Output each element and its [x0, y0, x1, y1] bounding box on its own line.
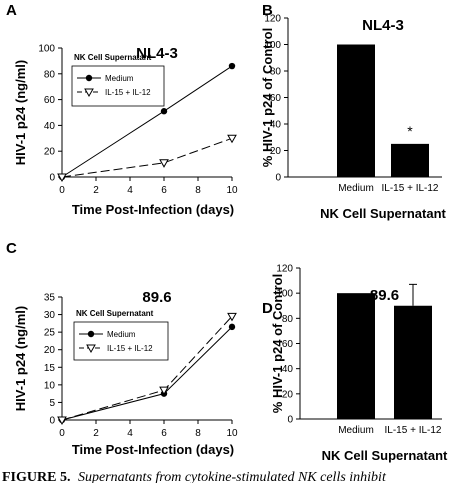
- y-axis-label: HIV-1 p24 (ng/ml): [13, 60, 28, 165]
- chart-title: 89.6: [142, 289, 171, 306]
- category-label: IL-15 + IL-12: [382, 183, 439, 194]
- y-tick-label: 25: [44, 328, 56, 339]
- legend-box: [71, 65, 165, 107]
- legend-title: NK Cell Supernatant: [76, 309, 154, 318]
- legend-marker: [85, 74, 93, 82]
- y-tick-label: 80: [282, 314, 294, 325]
- category-label: Medium: [338, 183, 374, 194]
- x-tick-label: 8: [195, 428, 201, 439]
- y-tick-label: 35: [44, 293, 56, 304]
- x-tick-label: 0: [59, 185, 65, 196]
- y-tick-label: 60: [270, 93, 282, 104]
- x-tick-label: 10: [226, 428, 238, 439]
- x-tick-label: 2: [93, 185, 99, 196]
- x-tick-label: 0: [59, 428, 65, 439]
- y-axis-label: % HIV-1 p24 of Control: [260, 28, 275, 167]
- category-label: Medium: [338, 425, 374, 436]
- y-tick-label: 40: [44, 121, 56, 132]
- legend-label: Medium: [107, 330, 136, 339]
- y-tick-label: 40: [270, 120, 282, 131]
- category-label: IL-15 + IL-12: [385, 425, 442, 436]
- legend-box: [73, 321, 169, 361]
- y-tick-label: 0: [49, 416, 55, 427]
- data-point: [227, 134, 237, 144]
- bar: [394, 305, 432, 419]
- y-tick-label: 100: [38, 44, 55, 55]
- legend-marker: [86, 344, 96, 354]
- bar: [337, 44, 375, 177]
- y-tick-label: 40: [282, 364, 294, 375]
- y-tick-label: 80: [270, 67, 282, 78]
- series-line-2: [61, 137, 233, 178]
- legend-label: IL-15 + IL-12: [105, 88, 151, 97]
- data-point: [160, 108, 168, 115]
- legend-label: Medium: [105, 74, 134, 83]
- y-tick-label: 20: [282, 389, 294, 400]
- panel-label: B: [262, 2, 273, 19]
- legend-label: IL-15 + IL-12: [107, 344, 153, 353]
- y-tick-label: 0: [287, 415, 293, 426]
- data-point: [57, 173, 67, 183]
- x-axis-label: Time Post-Infection (days): [72, 202, 234, 217]
- caption-label: FIGURE 5.: [2, 470, 70, 483]
- x-tick-label: 2: [93, 428, 99, 439]
- y-tick-label: 60: [44, 95, 56, 106]
- y-tick-label: 60: [282, 339, 294, 350]
- x-tick-label: 4: [127, 185, 133, 196]
- x-tick-label: 8: [195, 185, 201, 196]
- y-tick-label: 5: [49, 398, 55, 409]
- data-point: [159, 386, 169, 396]
- y-tick-label: 20: [44, 345, 56, 356]
- chart-title: 89.6: [370, 287, 399, 304]
- caption-text: Supernatants from cytokine-stimulated NK…: [78, 470, 387, 483]
- y-tick-label: 10: [44, 380, 56, 391]
- significance-marker: *: [407, 123, 413, 139]
- data-point: [227, 312, 237, 322]
- x-axis-label: NK Cell Supernatant: [322, 448, 448, 463]
- data-point: [228, 62, 236, 70]
- panel-label: A: [6, 2, 17, 19]
- legend-title: NK Cell Supernatant: [74, 53, 152, 62]
- y-tick-label: 100: [264, 40, 281, 51]
- y-tick-label: 30: [44, 310, 56, 321]
- y-axis-label: % HIV-1 p24 of Control: [270, 274, 285, 413]
- y-tick-label: 120: [264, 14, 281, 25]
- x-tick-label: 6: [161, 185, 167, 196]
- panel-a: A NL4-3 0 20 40 60 80 100 0 2 4 6 8 10 Time Post-Infec…: [6, 2, 238, 217]
- figure-caption: FIGURE 5. Supernatants from cytokine-sti…: [2, 470, 387, 483]
- data-point: [57, 416, 67, 426]
- y-tick-label: 120: [276, 264, 293, 275]
- panel-b: B NL4-3 0 20 40 60 80 100 120 Medium IL-15 + IL-12…: [260, 2, 447, 221]
- y-tick-label: 100: [276, 289, 293, 300]
- panel-c: C 89.6 0 5 10 15 20 25 30 35 0 2 4 6 8 10 Time Post-Infe…: [6, 240, 238, 457]
- y-tick-label: 15: [44, 363, 56, 374]
- x-axis-label: NK Cell Supernatant: [320, 206, 446, 221]
- y-tick-label: 80: [44, 69, 56, 80]
- x-tick-label: 4: [127, 428, 133, 439]
- y-tick-label: 0: [49, 173, 55, 184]
- panel-label: D: [262, 300, 273, 317]
- x-tick-label: 6: [161, 428, 167, 439]
- y-tick-label: 0: [275, 173, 281, 184]
- y-tick-label: 20: [44, 147, 56, 158]
- data-point: [228, 323, 236, 331]
- chart-title: NL4-3: [362, 17, 404, 34]
- panel-label: C: [6, 240, 17, 257]
- bar: [337, 293, 375, 419]
- legend-marker: [84, 88, 94, 98]
- x-tick-label: 10: [226, 185, 238, 196]
- panel-d: D 89.6 0 20 40 60 80 100 120 Medium IL-15 + IL-12 N…: [262, 264, 448, 464]
- chart-title: NL4-3: [136, 45, 178, 62]
- data-point: [159, 159, 169, 168]
- legend-marker: [87, 330, 95, 338]
- y-axis-label: HIV-1 p24 (ng/ml): [13, 306, 28, 411]
- x-axis-label: Time Post-Infection (days): [72, 442, 234, 457]
- bar: [391, 143, 429, 177]
- y-tick-label: 20: [270, 146, 282, 157]
